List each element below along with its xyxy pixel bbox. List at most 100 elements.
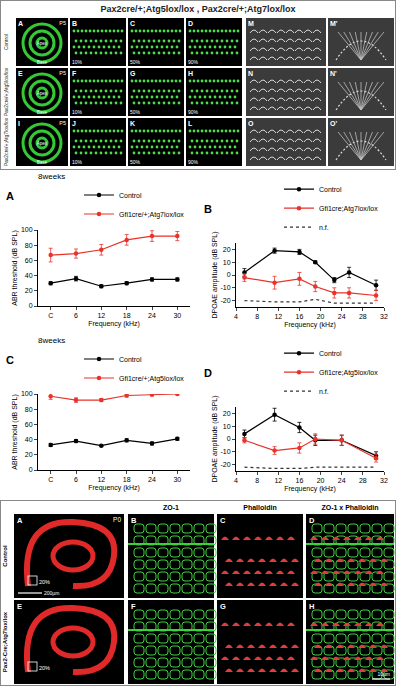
svg-text:H: H bbox=[309, 602, 314, 611]
svg-text:80: 80 bbox=[25, 406, 33, 413]
svg-text:16: 16 bbox=[296, 477, 304, 484]
svg-text:10%: 10% bbox=[72, 59, 83, 65]
svg-text:DPOAE amplitude (dB SPL): DPOAE amplitude (dB SPL) bbox=[211, 231, 219, 318]
svg-text:90%: 90% bbox=[188, 159, 199, 165]
svg-text:100: 100 bbox=[21, 390, 33, 397]
svg-text:20: 20 bbox=[317, 313, 325, 320]
svg-text:O': O' bbox=[330, 120, 337, 127]
svg-text:12: 12 bbox=[274, 313, 282, 320]
svg-text:30: 30 bbox=[173, 312, 181, 319]
svg-text:E: E bbox=[17, 602, 22, 611]
svg-text:A: A bbox=[17, 516, 23, 525]
svg-text:30: 30 bbox=[173, 476, 181, 483]
svg-text:N: N bbox=[248, 70, 253, 77]
svg-text:10%: 10% bbox=[72, 109, 83, 115]
svg-text:Control: Control bbox=[119, 192, 142, 199]
svg-text:4: 4 bbox=[234, 477, 238, 484]
svg-text:0: 0 bbox=[227, 271, 231, 278]
svg-text:A: A bbox=[6, 190, 14, 202]
svg-text:50%: 50% bbox=[130, 159, 141, 165]
svg-text:20%: 20% bbox=[39, 579, 50, 585]
svg-text:20: 20 bbox=[25, 287, 33, 294]
svg-text:Phalloidin: Phalloidin bbox=[243, 504, 276, 511]
svg-text:-10: -10 bbox=[220, 448, 230, 455]
svg-text:Frequency (kHz): Frequency (kHz) bbox=[284, 321, 336, 329]
svg-text:Control: Control bbox=[119, 356, 142, 363]
svg-text:24: 24 bbox=[148, 476, 156, 483]
svg-text:P5: P5 bbox=[59, 20, 66, 26]
svg-text:F: F bbox=[72, 70, 77, 77]
svg-text:G: G bbox=[220, 602, 226, 611]
svg-text:Pax2-Cre;Atg7lox/lox: Pax2-Cre;Atg7lox/lox bbox=[2, 611, 8, 672]
svg-text:Gfi1cre/+;Atg5lox/lox: Gfi1cre/+;Atg5lox/lox bbox=[119, 375, 184, 383]
svg-text:M: M bbox=[248, 20, 254, 27]
svg-text:100: 100 bbox=[21, 226, 33, 233]
svg-text:18: 18 bbox=[123, 476, 131, 483]
svg-text:ZO-1 x Phalloidin: ZO-1 x Phalloidin bbox=[321, 504, 378, 511]
svg-text:20: 20 bbox=[317, 477, 325, 484]
svg-text:Frequency (kHz): Frequency (kHz) bbox=[284, 485, 336, 493]
svg-text:O: O bbox=[248, 120, 254, 127]
svg-text:L: L bbox=[188, 120, 193, 127]
svg-text:C: C bbox=[6, 354, 14, 366]
svg-text:90%: 90% bbox=[188, 59, 199, 65]
svg-text:-20: -20 bbox=[220, 461, 230, 468]
svg-text:J: J bbox=[72, 120, 76, 127]
svg-text:B: B bbox=[72, 20, 77, 27]
svg-text:Control: Control bbox=[319, 186, 342, 193]
svg-text:-20: -20 bbox=[220, 297, 230, 304]
svg-text:ZO-1: ZO-1 bbox=[163, 504, 179, 511]
svg-text:20: 20 bbox=[25, 451, 33, 458]
svg-text:Pax2cre/+;Atg7lox/lox: Pax2cre/+;Atg7lox/lox bbox=[3, 117, 9, 166]
svg-text:B: B bbox=[131, 516, 137, 525]
svg-text:Gfi1cre;Atg7lox/lox: Gfi1cre;Atg7lox/lox bbox=[319, 205, 378, 213]
svg-text:90%: 90% bbox=[188, 109, 199, 115]
svg-text:28: 28 bbox=[359, 477, 367, 484]
svg-text:D: D bbox=[188, 20, 193, 27]
svg-text:Pax2cre/+;Atg5lox/lox: Pax2cre/+;Atg5lox/lox bbox=[3, 67, 9, 116]
svg-text:n.f.: n.f. bbox=[319, 224, 329, 231]
svg-text:E: E bbox=[18, 70, 23, 77]
svg-text:24: 24 bbox=[338, 313, 346, 320]
svg-text:N': N' bbox=[330, 70, 337, 77]
svg-text:0: 0 bbox=[227, 435, 231, 442]
svg-text:Apex: Apex bbox=[37, 91, 48, 96]
svg-text:12: 12 bbox=[97, 476, 105, 483]
svg-text:8: 8 bbox=[255, 477, 259, 484]
svg-text:Apex: Apex bbox=[37, 41, 48, 46]
svg-text:C: C bbox=[48, 312, 53, 319]
svg-text:A: A bbox=[18, 20, 23, 27]
svg-text:Frequency (kHz): Frequency (kHz) bbox=[88, 484, 140, 492]
svg-text:4: 4 bbox=[234, 313, 238, 320]
svg-text:32: 32 bbox=[380, 313, 388, 320]
svg-text:C: C bbox=[220, 516, 226, 525]
svg-text:40: 40 bbox=[25, 272, 33, 279]
svg-text:50%: 50% bbox=[130, 109, 141, 115]
svg-text:C: C bbox=[48, 476, 53, 483]
svg-text:D: D bbox=[309, 516, 315, 525]
svg-text:18: 18 bbox=[123, 312, 131, 319]
svg-text:ABR threshold (dB SPL): ABR threshold (dB SPL) bbox=[11, 230, 19, 305]
svg-text:Base: Base bbox=[37, 60, 48, 65]
svg-text:K: K bbox=[130, 120, 135, 127]
svg-text:32: 32 bbox=[380, 477, 388, 484]
svg-text:80: 80 bbox=[25, 242, 33, 249]
svg-text:12: 12 bbox=[97, 312, 105, 319]
svg-text:20%: 20% bbox=[39, 665, 50, 671]
svg-text:M': M' bbox=[330, 20, 338, 27]
svg-text:60: 60 bbox=[25, 257, 33, 264]
svg-text:DPOAE amplitude (dB SPL): DPOAE amplitude (dB SPL) bbox=[211, 395, 219, 482]
svg-text:28: 28 bbox=[359, 313, 367, 320]
svg-text:0: 0 bbox=[29, 302, 33, 309]
svg-text:Gfi1cre;Atg5lox/lox: Gfi1cre;Atg5lox/lox bbox=[319, 369, 378, 377]
svg-text:0: 0 bbox=[29, 466, 33, 473]
svg-text:8: 8 bbox=[255, 313, 259, 320]
svg-text:20: 20 bbox=[223, 246, 231, 253]
svg-text:40: 40 bbox=[25, 436, 33, 443]
svg-text:Apex: Apex bbox=[37, 141, 48, 146]
svg-text:8weeks: 8weeks bbox=[38, 172, 65, 181]
svg-text:60: 60 bbox=[25, 421, 33, 428]
svg-text:Pax2cre/+;Atg5lox/lox , Pax2cr: Pax2cre/+;Atg5lox/lox , Pax2cre/+;Atg7lo… bbox=[100, 4, 295, 14]
svg-text:6: 6 bbox=[74, 312, 78, 319]
svg-text:Control: Control bbox=[2, 545, 8, 567]
